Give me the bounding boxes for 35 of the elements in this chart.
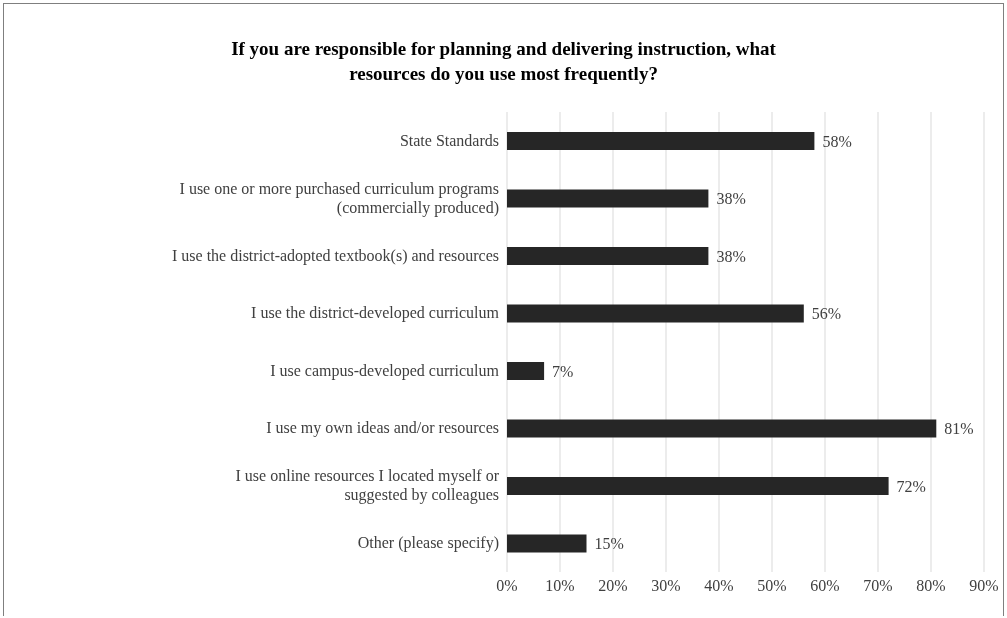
- data-label: 15%: [594, 535, 624, 553]
- y-tick-label: I use my own ideas and/or resources: [266, 419, 499, 438]
- bar: [507, 189, 709, 208]
- y-tick-label: State Standards: [399, 131, 499, 149]
- x-tick-label: 50%: [757, 577, 787, 595]
- data-label: 58%: [822, 132, 852, 150]
- y-tick-label: I use campus-developed curriculum: [270, 361, 500, 380]
- y-tick-label: I use the district-adopted textbook(s) and resources: [171, 246, 499, 265]
- data-label: 7%: [552, 362, 574, 380]
- x-tick-label: 20%: [598, 577, 628, 595]
- y-tick-label: I use one or more purchased curriculum programs (commercially produced): [179, 179, 499, 217]
- data-label: 38%: [716, 190, 746, 208]
- bar: [507, 477, 889, 495]
- x-tick-label: 80%: [916, 577, 946, 595]
- data-label: 81%: [944, 420, 974, 438]
- bar: [507, 304, 804, 323]
- y-tick-label: Other (please specify): [357, 534, 499, 553]
- x-tick-label: 60%: [810, 577, 840, 595]
- data-label: 56%: [811, 305, 842, 323]
- y-tick-label: I use the district-developed curriculum: [251, 304, 500, 323]
- x-tick-label: 70%: [863, 577, 893, 595]
- data-label: 72%: [896, 477, 926, 495]
- x-tick-label: 90%: [969, 577, 999, 595]
- bar: [507, 419, 937, 438]
- data-label: 38%: [716, 247, 746, 265]
- x-tick-label: 30%: [651, 577, 681, 595]
- bar: [507, 132, 815, 150]
- bar: [507, 247, 709, 265]
- y-tick-label: I use online resources I located myself or suggested by colleagues: [235, 467, 500, 505]
- x-tick-label: 10%: [545, 577, 575, 595]
- x-tick-label: 0%: [496, 577, 518, 595]
- bar: [507, 362, 545, 380]
- bar: [507, 534, 587, 553]
- chart-title: If you are responsible for planning and delivering instruction, what resources do you use most frequently?: [230, 37, 777, 86]
- x-tick-label: 40%: [704, 577, 734, 595]
